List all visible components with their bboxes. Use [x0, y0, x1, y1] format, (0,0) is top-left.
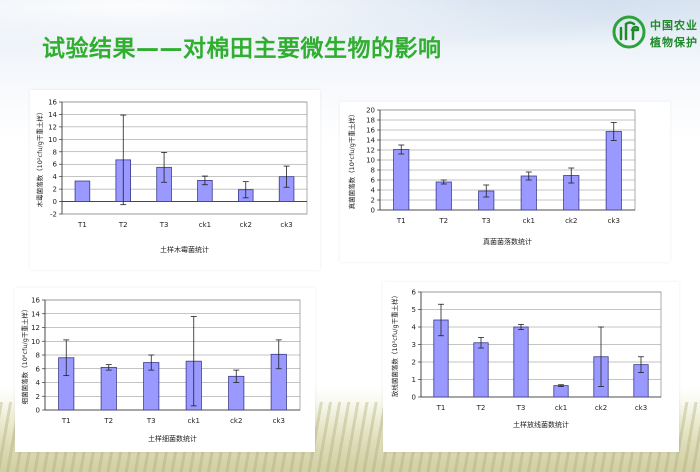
x-axis-label: 真菌菌落数统计	[483, 237, 532, 246]
x-tick-label: ck3	[608, 217, 620, 225]
y-tick-label: 2	[412, 359, 416, 367]
y-tick-label: 14	[48, 111, 57, 119]
bar-ck3	[605, 131, 622, 211]
x-tick-label: ck1	[188, 417, 200, 425]
y-axis-label: 真菌菌落数（10⁴cfu/g干重土样）	[347, 111, 356, 210]
y-tick-label: 0	[412, 394, 416, 402]
bar-T1	[74, 180, 91, 202]
bacteria-bar-chart: 0 2 4 6 8 10 12 14 16 T1 T2 T3 ck1 ck2 ck3 土样细菌数统计 细菌菌落数…	[20, 297, 301, 443]
logo: 中国农业 植物保护	[612, 12, 697, 52]
y-tick-label: 10	[48, 136, 57, 144]
y-tick-label: 12	[31, 324, 40, 332]
plot-area	[61, 101, 308, 215]
y-tick-label: 4	[36, 379, 41, 387]
y-tick-label: -2	[50, 211, 57, 219]
bar-ck1	[520, 175, 537, 211]
x-tick-label: ck2	[595, 404, 607, 412]
sky-background	[0, 0, 700, 60]
y-tick-label: 8	[371, 167, 375, 175]
x-tick-label: T3	[516, 404, 526, 412]
y-tick-label: 6	[53, 161, 58, 169]
x-tick-label: ck3	[273, 417, 285, 425]
actinomycetes-bar-chart: 0 1 2 3 4 5 6 T1 T2 T3 ck1 ck2 ck3 土样放线菌数统计 放线菌菌落数（10⁵…	[390, 289, 662, 429]
logo-text-line2: 植物保护	[650, 36, 698, 49]
y-tick-label: 6	[36, 365, 41, 373]
bar-T3	[513, 326, 529, 398]
bar-T2	[100, 366, 117, 411]
x-tick-label: T2	[438, 217, 448, 225]
x-tick-label: ck1	[199, 221, 211, 229]
y-tick-label: 2	[36, 393, 40, 401]
y-tick-label: 4	[371, 187, 376, 195]
x-tick-label: T1	[396, 217, 406, 225]
y-tick-label: 8	[36, 352, 40, 360]
y-tick-label: 18	[366, 117, 375, 125]
y-tick-label: 10	[366, 157, 375, 165]
y-tick-label: 0	[36, 407, 40, 415]
y-tick-label: 20	[366, 107, 375, 115]
y-tick-label: 8	[53, 148, 57, 156]
y-axis-label: 放线菌菌落数（10⁵cfu/g干重土样）	[390, 292, 399, 397]
x-axis-label: 土样细菌数统计	[148, 434, 197, 443]
trichoderma-bar-chart: -2 0 2 4 6 8 10 12 14 16 T1 T2 T3 ck1 ck2 ck3 土样木霉菌统计 木霉菌…	[35, 99, 308, 254]
y-tick-label: 3	[412, 341, 416, 349]
x-tick-label: T3	[159, 221, 169, 229]
y-tick-label: 16	[366, 127, 375, 135]
chart-panel-bacteria: 0 2 4 6 8 10 12 14 16 T1 T2 T3 ck1 ck2 ck3 土样细菌数统计 细菌菌落数…	[15, 288, 315, 452]
y-axis-label: 细菌菌落数（10⁶cfu/g干重土样）	[20, 306, 29, 405]
x-tick-label: T2	[103, 417, 113, 425]
y-axis-label: 木霉菌落数（10²cfu/g干重土样）	[35, 109, 44, 208]
x-tick-label: T3	[481, 217, 491, 225]
x-tick-label: ck2	[240, 221, 252, 229]
x-tick-label: T1	[436, 404, 446, 412]
y-tick-label: 5	[412, 306, 416, 314]
y-tick-label: 16	[31, 297, 40, 305]
slide-title: 试验结果——对棉田主要微生物的影响	[42, 36, 442, 62]
y-tick-label: 16	[48, 99, 57, 107]
fungi-bar-chart: 0 2 4 6 8 10 12 14 16 18 20 T1 T2 T3 ck1 ck2 ck3 真菌菌落数统计 真…	[347, 107, 636, 246]
bar-T2	[435, 181, 452, 211]
y-tick-label: 2	[53, 186, 57, 194]
y-tick-label: 0	[371, 207, 375, 215]
x-tick-label: ck2	[565, 217, 577, 225]
chart-panel-actinomycetes: 0 1 2 3 4 5 6 T1 T2 T3 ck1 ck2 ck3 土样放线菌数统计 放线菌菌落数（10⁵…	[383, 282, 679, 452]
logo-mark-icon	[612, 15, 646, 49]
y-tick-label: 0	[53, 198, 57, 206]
x-tick-label: T2	[118, 221, 128, 229]
bar-T1	[393, 149, 410, 211]
chart-panel-fungi: 0 2 4 6 8 10 12 14 16 18 20 T1 T2 T3 ck1 ck2 ck3 真菌菌落数统计 真…	[340, 102, 670, 262]
bar-T2	[473, 342, 489, 398]
x-tick-label: ck1	[523, 217, 535, 225]
x-tick-label: ck3	[635, 404, 647, 412]
x-tick-label: T1	[61, 417, 71, 425]
x-tick-label: T1	[77, 221, 87, 229]
y-tick-label: 10	[31, 338, 40, 346]
x-axis-label: 土样木霉菌统计	[160, 245, 209, 254]
x-tick-label: T3	[146, 417, 156, 425]
y-tick-label: 6	[412, 289, 417, 297]
logo-text-line1: 中国农业	[650, 19, 698, 32]
chart-panel-trichoderma: -2 0 2 4 6 8 10 12 14 16 T1 T2 T3 ck1 ck2 ck3 土样木霉菌统计 木霉菌…	[30, 90, 320, 270]
y-tick-label: 6	[371, 177, 376, 185]
x-tick-label: ck2	[230, 417, 242, 425]
y-tick-label: 12	[366, 147, 375, 155]
y-tick-label: 4	[53, 173, 58, 181]
x-axis-label: 土样放线菌数统计	[513, 420, 569, 429]
bar-ck1	[553, 385, 569, 398]
y-tick-label: 1	[412, 376, 416, 384]
y-tick-label: 14	[366, 137, 375, 145]
y-tick-label: 12	[48, 123, 57, 131]
x-tick-label: ck3	[280, 221, 292, 229]
x-tick-label: T2	[476, 404, 486, 412]
x-tick-label: ck1	[555, 404, 567, 412]
y-tick-label: 2	[371, 197, 375, 205]
y-tick-label: 4	[412, 324, 417, 332]
y-tick-label: 14	[31, 310, 40, 318]
